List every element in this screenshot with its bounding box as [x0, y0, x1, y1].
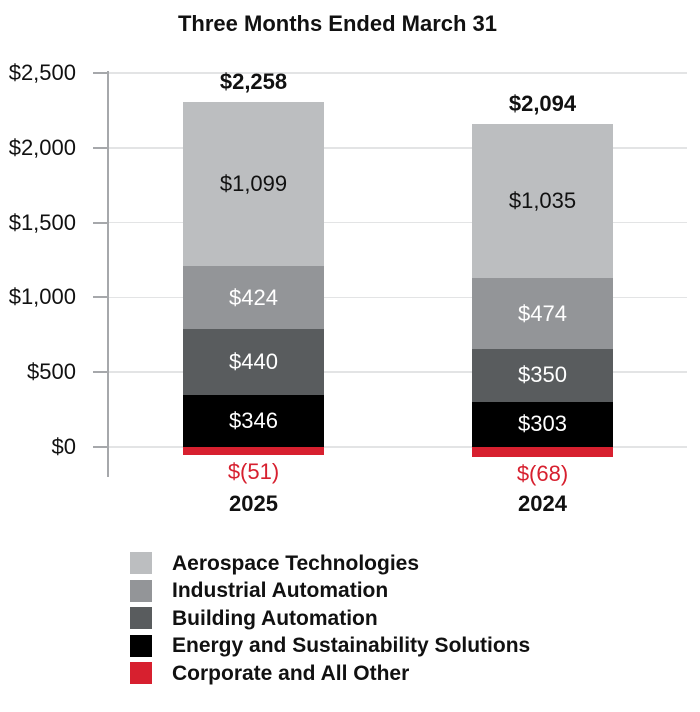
y-axis-tick-label: $2,000 — [8, 134, 76, 160]
bar-segment — [472, 447, 613, 458]
y-axis-tick — [93, 371, 108, 374]
legend-label: Corporate and All Other — [172, 661, 410, 685]
legend-item: Corporate and All Other — [130, 662, 530, 684]
bar-negative-label: $(68) — [516, 461, 569, 487]
bar-segment — [183, 447, 324, 455]
segment-value-label: $346 — [229, 408, 278, 434]
chart-title: Three Months Ended March 31 — [177, 11, 498, 36]
y-axis-tick-label: $1,000 — [8, 284, 76, 310]
bar-segment: $474 — [472, 278, 613, 350]
legend-swatch — [130, 579, 152, 602]
bar-segment: $1,099 — [183, 101, 324, 266]
bar-negative-label: $(51) — [227, 458, 280, 484]
y-axis-tick — [93, 146, 108, 149]
gridline — [108, 446, 687, 448]
bar-total-label: $2,094 — [508, 90, 577, 116]
legend-item: Energy and Sustainability Solutions — [130, 634, 531, 657]
y-axis-line — [107, 71, 109, 477]
y-axis-tick-label: $0 — [51, 434, 76, 459]
segment-value-label: $1,035 — [508, 187, 577, 213]
legend-label: Industrial Automation — [172, 579, 389, 602]
gridline — [108, 371, 687, 373]
segment-value-label: $424 — [229, 284, 278, 310]
gridline — [108, 221, 687, 224]
legend-label: Building Automation — [172, 606, 378, 630]
y-axis-tick — [93, 221, 108, 224]
legend-swatch — [130, 607, 152, 629]
segment-value-label: $440 — [229, 349, 278, 375]
y-axis-tick — [93, 296, 108, 299]
bar-segment: $424 — [183, 265, 324, 330]
segment-value-label: $350 — [518, 362, 567, 388]
y-axis-tick-label: $1,500 — [8, 209, 76, 235]
x-category-label: 2024 — [518, 491, 567, 516]
legend-label: Aerospace Technologies — [172, 551, 420, 575]
bar-total-label: $2,258 — [219, 68, 288, 94]
gridline — [108, 147, 687, 149]
legend-label: Energy and Sustainability Solutions — [172, 634, 531, 657]
legend: Aerospace Technologies Industrial Automat… — [130, 552, 530, 690]
gridline — [108, 296, 687, 299]
x-category-label: 2025 — [229, 491, 278, 516]
y-axis-tick-label: $500 — [27, 359, 76, 385]
legend-item: Industrial Automation — [130, 579, 530, 602]
segment-value-label: $474 — [518, 300, 567, 326]
y-axis-tick — [93, 446, 108, 448]
legend-item: Aerospace Technologies — [130, 552, 530, 574]
bar-segment: $346 — [183, 395, 324, 447]
legend-item: Building Automation — [130, 607, 530, 629]
segment-value-label: $1,099 — [219, 170, 288, 196]
legend-swatch — [130, 634, 152, 657]
y-axis-tick — [93, 72, 108, 74]
gridline — [108, 72, 687, 74]
bar-segment: $350 — [472, 349, 613, 402]
bar-segment: $303 — [472, 401, 613, 447]
bar-segment: $1,035 — [472, 123, 613, 279]
legend-swatch — [130, 552, 152, 574]
bar-segment: $440 — [183, 329, 324, 396]
y-axis-tick-label: $2,500 — [8, 60, 76, 85]
segment-value-label: $303 — [518, 411, 567, 437]
legend-swatch — [130, 662, 152, 684]
